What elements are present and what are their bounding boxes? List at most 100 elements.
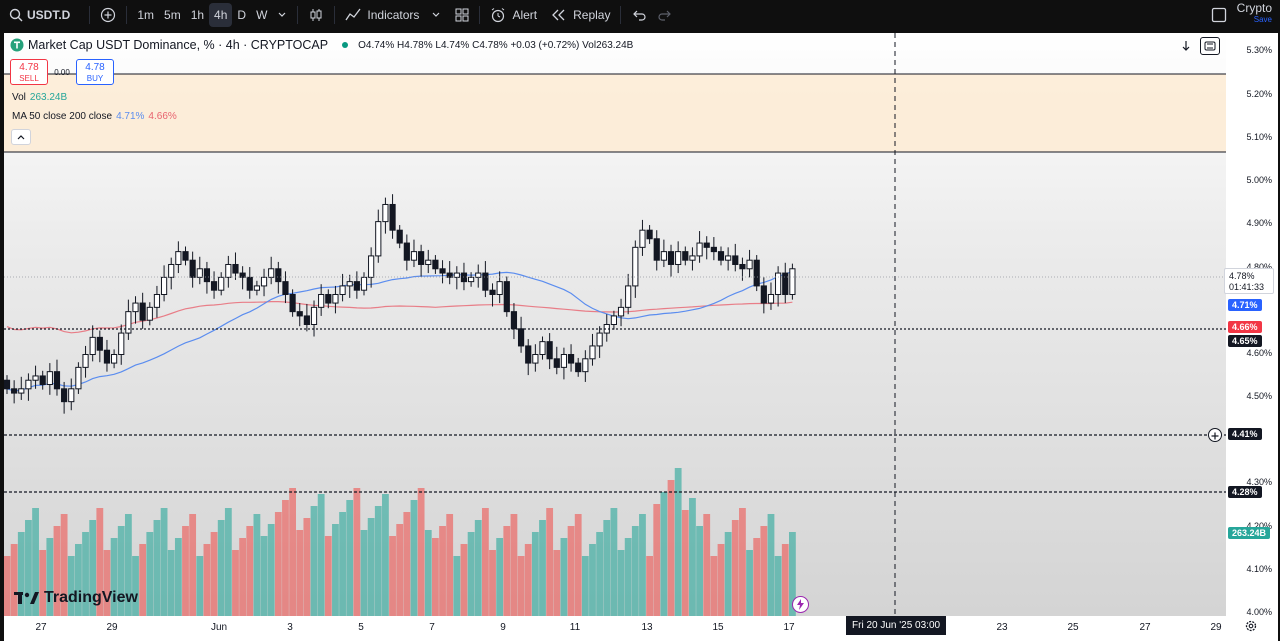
interval-4h[interactable]: 4h bbox=[209, 3, 233, 27]
alert-button[interactable]: Alert bbox=[485, 3, 542, 27]
interval-1h[interactable]: 1h bbox=[190, 8, 205, 22]
volume-bar bbox=[453, 556, 461, 616]
volume-bar bbox=[46, 538, 54, 616]
undo-button[interactable] bbox=[626, 3, 652, 27]
tradingview-logo-icon bbox=[14, 592, 39, 604]
candle bbox=[239, 272, 246, 278]
sell-price: 4.78 bbox=[19, 62, 39, 73]
chart-canvas[interactable] bbox=[4, 33, 1226, 616]
volume-bar bbox=[196, 556, 204, 616]
volume-bar bbox=[4, 556, 11, 616]
crosshair-time-tag: Fri 20 Jun '25 03:00 bbox=[846, 616, 946, 635]
volume-bar bbox=[781, 544, 789, 616]
candle bbox=[11, 388, 18, 394]
symbol-title[interactable]: Market Cap USDT Dominance, % · 4h · CRYP… bbox=[28, 38, 329, 52]
volume-bar bbox=[524, 544, 532, 616]
indicators-icon bbox=[345, 8, 361, 21]
market-info[interactable]: Crypto Save bbox=[1236, 1, 1272, 25]
candle bbox=[125, 311, 132, 334]
time-label: 23 bbox=[996, 622, 1008, 633]
interval-w[interactable]: W bbox=[256, 8, 268, 22]
replay-button[interactable]: Replay bbox=[546, 3, 615, 27]
current-price: 4.78% bbox=[1229, 271, 1255, 281]
compare-symbol-button[interactable] bbox=[95, 3, 121, 27]
resistance-zone[interactable] bbox=[4, 74, 1226, 152]
sell-button[interactable]: 4.78 SELL bbox=[10, 59, 48, 85]
candle bbox=[517, 328, 525, 347]
redo-button[interactable] bbox=[652, 3, 678, 27]
gear-icon[interactable] bbox=[1244, 619, 1258, 633]
volume-bar bbox=[603, 520, 611, 616]
volume-bar bbox=[324, 536, 332, 616]
time-label: 17 bbox=[783, 622, 795, 633]
interval-d[interactable]: D bbox=[237, 8, 247, 22]
save-link[interactable]: Save bbox=[1253, 15, 1272, 24]
price-scale[interactable]: 5.30% 5.20% 5.10% 5.00% 4.90% 4.80% 4.60… bbox=[1226, 33, 1278, 617]
candle bbox=[760, 285, 767, 304]
volume-bar bbox=[53, 526, 61, 616]
volume-bar bbox=[25, 520, 32, 616]
indicators-button[interactable]: Indicators bbox=[340, 3, 446, 27]
maximize-pane-button[interactable] bbox=[1200, 37, 1220, 55]
chart-pane[interactable]: Market Cap USDT Dominance, % · 4h · CRYP… bbox=[4, 33, 1226, 616]
candle bbox=[118, 332, 125, 356]
volume-bar bbox=[596, 532, 604, 616]
candle bbox=[203, 268, 211, 283]
interval-dropdown-button[interactable] bbox=[272, 3, 292, 27]
candle bbox=[468, 276, 475, 283]
volume-bar bbox=[774, 556, 782, 616]
events-button[interactable] bbox=[792, 596, 809, 613]
volume-bar bbox=[174, 538, 182, 616]
buy-button[interactable]: 4.78 BUY bbox=[76, 59, 114, 85]
volume-bar bbox=[567, 526, 575, 616]
market-label: Crypto bbox=[1236, 1, 1272, 15]
volume-legend[interactable]: Vol 263.24B bbox=[12, 92, 67, 103]
volume-bar bbox=[432, 538, 439, 616]
volume-bar bbox=[460, 544, 468, 616]
scroll-to-latest-button[interactable] bbox=[1176, 37, 1196, 55]
alert-label: Alert bbox=[512, 8, 538, 22]
candle bbox=[546, 341, 553, 360]
volume-bar bbox=[503, 526, 511, 616]
candle bbox=[4, 379, 11, 390]
layouts-button[interactable] bbox=[450, 3, 474, 27]
candle bbox=[368, 255, 375, 278]
volume-bar bbox=[496, 538, 504, 616]
price-label: 5.00% bbox=[1246, 175, 1272, 185]
interval-5m[interactable]: 5m bbox=[164, 8, 181, 22]
toolbar-divider bbox=[479, 6, 481, 24]
candle bbox=[418, 251, 425, 265]
interval-1m[interactable]: 1m bbox=[137, 8, 155, 22]
collapse-legend-button[interactable] bbox=[11, 129, 31, 145]
buy-price: 4.78 bbox=[85, 62, 105, 73]
symbol-search-button[interactable]: USDT.D bbox=[4, 3, 75, 27]
candle bbox=[646, 229, 653, 240]
volume-bar bbox=[589, 544, 596, 616]
volume-bar bbox=[396, 524, 404, 616]
candle bbox=[360, 276, 368, 291]
candle bbox=[289, 293, 296, 313]
add-alert-button[interactable] bbox=[1208, 428, 1222, 442]
candle bbox=[503, 281, 510, 313]
tradingview-logo[interactable]: TradingView bbox=[14, 589, 138, 607]
volume-bar bbox=[132, 556, 139, 616]
horizontal-line-price-tag: 4.41% bbox=[1228, 428, 1262, 440]
volume-bar bbox=[631, 526, 639, 616]
candle bbox=[410, 251, 418, 261]
volume-bar bbox=[10, 544, 18, 616]
volume-bar bbox=[653, 504, 661, 616]
time-label: 25 bbox=[1067, 622, 1079, 633]
volume-bar bbox=[389, 536, 396, 616]
candle bbox=[539, 341, 546, 356]
volume-bar bbox=[681, 510, 689, 616]
time-scale[interactable]: 27 29 Jun 3 5 7 9 11 13 15 17 23 25 27 2… bbox=[4, 616, 1278, 641]
candle bbox=[260, 276, 268, 287]
ma-legend[interactable]: MA 50 close 200 close 4.71% 4.66% bbox=[12, 111, 177, 122]
candle bbox=[268, 268, 275, 278]
volume-bar bbox=[517, 556, 525, 616]
chart-type-button[interactable] bbox=[303, 3, 329, 27]
fullscreen-button[interactable] bbox=[1206, 3, 1232, 27]
candle bbox=[139, 302, 146, 321]
volume-bar bbox=[32, 508, 39, 616]
price-label: 4.80% bbox=[1246, 262, 1272, 272]
